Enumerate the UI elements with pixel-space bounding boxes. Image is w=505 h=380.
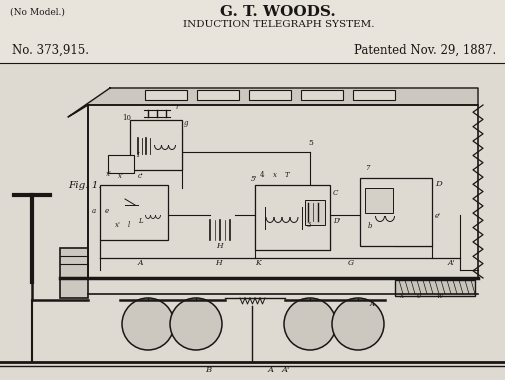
Text: x: x bbox=[273, 171, 276, 179]
Text: l: l bbox=[128, 221, 130, 229]
Text: H: H bbox=[216, 242, 222, 250]
Text: A': A' bbox=[447, 259, 454, 267]
Text: 10: 10 bbox=[122, 114, 131, 122]
Text: 7: 7 bbox=[364, 164, 369, 172]
Text: Patented Nov. 29, 1887.: Patented Nov. 29, 1887. bbox=[353, 44, 495, 57]
Text: x: x bbox=[399, 292, 403, 300]
Bar bbox=[145, 90, 187, 100]
Text: 3: 3 bbox=[307, 221, 311, 229]
Text: e: e bbox=[416, 292, 420, 300]
Text: L: L bbox=[138, 217, 142, 225]
Text: D: D bbox=[434, 180, 441, 188]
Circle shape bbox=[331, 298, 383, 350]
Text: K: K bbox=[255, 259, 260, 267]
Text: No. 373,915.: No. 373,915. bbox=[12, 44, 89, 57]
Text: T: T bbox=[284, 171, 289, 179]
Bar bbox=[0, 0, 505, 65]
Bar bbox=[300, 90, 342, 100]
Bar bbox=[359, 178, 431, 246]
Circle shape bbox=[283, 298, 335, 350]
Text: H: H bbox=[215, 259, 221, 267]
Text: A: A bbox=[138, 259, 143, 267]
Bar bbox=[196, 90, 238, 100]
Text: 5: 5 bbox=[308, 139, 312, 147]
Text: D': D' bbox=[332, 217, 340, 225]
Circle shape bbox=[122, 298, 174, 350]
Text: Fig. 1.: Fig. 1. bbox=[68, 180, 102, 190]
Bar bbox=[248, 90, 290, 100]
Bar bbox=[255, 185, 329, 250]
Text: G. T. WOODS.: G. T. WOODS. bbox=[220, 5, 335, 19]
Text: w: w bbox=[436, 292, 442, 300]
Text: A: A bbox=[268, 366, 274, 374]
Text: e': e' bbox=[434, 212, 440, 220]
Bar bbox=[305, 200, 324, 225]
Bar bbox=[88, 105, 477, 278]
Text: x': x' bbox=[115, 221, 121, 229]
Text: C: C bbox=[332, 189, 338, 197]
Bar bbox=[100, 185, 168, 240]
Text: (No Model.): (No Model.) bbox=[10, 8, 65, 17]
Text: B: B bbox=[205, 366, 211, 374]
Text: A: A bbox=[369, 300, 374, 308]
Text: g: g bbox=[184, 119, 188, 127]
Text: c': c' bbox=[138, 172, 143, 180]
Text: 5': 5' bbox=[250, 175, 257, 183]
Bar bbox=[364, 188, 392, 213]
Bar bbox=[108, 155, 134, 173]
Text: e: e bbox=[105, 207, 109, 215]
Text: 4: 4 bbox=[260, 171, 264, 179]
Bar bbox=[130, 120, 182, 170]
Text: G: G bbox=[347, 259, 354, 267]
Text: r: r bbox=[176, 103, 179, 111]
Circle shape bbox=[170, 298, 222, 350]
Bar bbox=[394, 280, 474, 296]
Text: INDUCTION TELEGRAPH SYSTEM.: INDUCTION TELEGRAPH SYSTEM. bbox=[182, 20, 373, 29]
Text: x': x' bbox=[118, 172, 124, 180]
Bar bbox=[352, 90, 394, 100]
Polygon shape bbox=[68, 88, 477, 117]
Text: I: I bbox=[136, 151, 138, 159]
Text: x': x' bbox=[106, 170, 112, 178]
Text: b: b bbox=[367, 222, 372, 230]
Bar bbox=[60, 248, 88, 298]
Bar bbox=[0, 63, 505, 380]
Text: a: a bbox=[92, 207, 96, 215]
Text: A': A' bbox=[281, 366, 290, 374]
